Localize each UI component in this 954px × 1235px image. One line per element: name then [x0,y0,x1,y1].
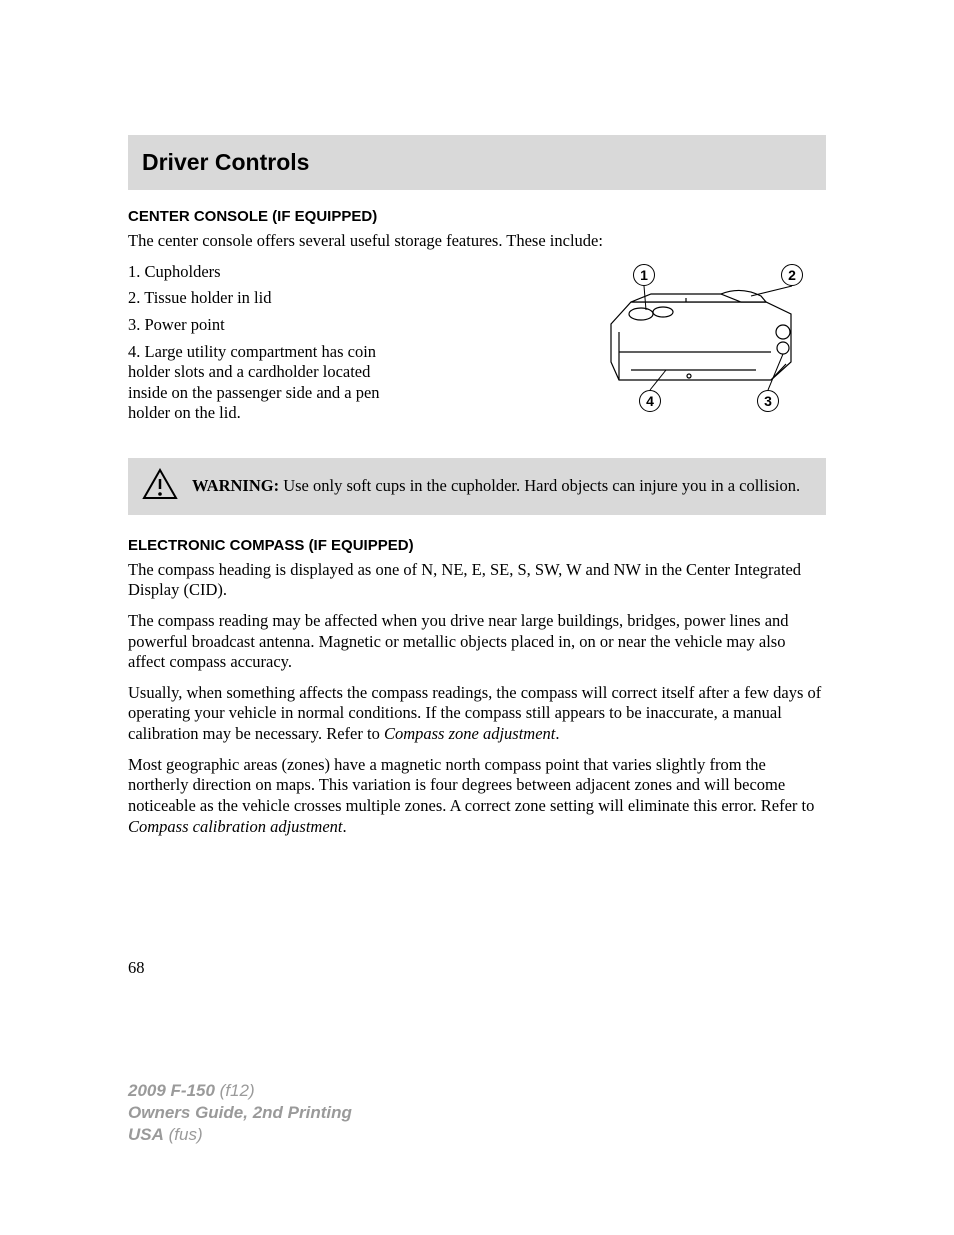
center-console-heading: CENTER CONSOLE (IF EQUIPPED) [128,208,826,225]
page-number: 68 [128,958,145,978]
warning-icon [142,468,178,505]
para4-post: . [343,817,347,836]
footer-line-1: 2009 F-150 (f12) [128,1080,352,1102]
footer-code1: (f12) [215,1081,255,1100]
warning-text: WARNING: Use only soft cups in the cupho… [192,476,800,497]
compass-para-4: Most geographic areas (zones) have a mag… [128,755,826,838]
para3-post: . [555,724,559,743]
section-title: Driver Controls [142,149,812,176]
compass-heading: ELECTRONIC COMPASS (IF EQUIPPED) [128,537,826,554]
para4-italic: Compass calibration adjustment [128,817,343,836]
compass-para-3: Usually, when something affects the comp… [128,683,826,745]
footer-code2: (fus) [164,1125,203,1144]
list-item: 4. Large utility compartment has coin ho… [128,342,408,425]
compass-para-1: The compass heading is displayed as one … [128,560,826,601]
warning-box: WARNING: Use only soft cups in the cupho… [128,458,826,515]
footer-model: 2009 F-150 [128,1081,215,1100]
diagram-callout-1: 1 [633,264,655,286]
console-feature-list: 1. Cupholders 2. Tissue holder in lid 3.… [128,262,408,430]
footer-block: 2009 F-150 (f12) Owners Guide, 2nd Print… [128,1080,352,1146]
section-header-bar: Driver Controls [128,135,826,190]
footer-region: USA [128,1125,164,1144]
list-item: 2. Tissue holder in lid [128,288,408,309]
footer-line-2: Owners Guide, 2nd Printing [128,1102,352,1124]
diagram-callout-2: 2 [781,264,803,286]
compass-para-2: The compass reading may be affected when… [128,611,826,673]
diagram-callout-4: 4 [639,390,661,412]
para4-pre: Most geographic areas (zones) have a mag… [128,755,814,815]
center-console-intro: The center console offers several useful… [128,231,826,252]
list-item: 3. Power point [128,315,408,336]
diagram-callout-3: 3 [757,390,779,412]
warning-body: Use only soft cups in the cupholder. Har… [279,476,800,495]
console-illustration-svg [591,262,826,422]
console-diagram: 1 2 3 4 [591,262,826,422]
footer-line-3: USA (fus) [128,1124,352,1146]
para3-italic: Compass zone adjustment [384,724,555,743]
list-item: 1. Cupholders [128,262,408,283]
warning-label: WARNING: [192,476,279,495]
